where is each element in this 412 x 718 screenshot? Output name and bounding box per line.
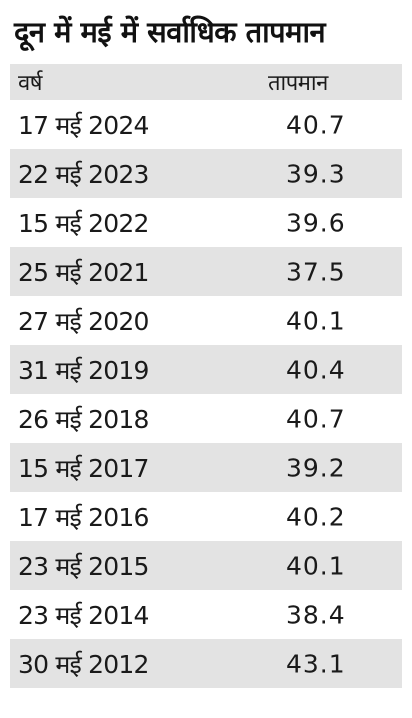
date-cell: 15 मई 2022 [18, 208, 149, 238]
temperature-cell: 40.1 [286, 306, 346, 335]
date-cell: 25 मई 2021 [18, 257, 149, 287]
page-title: दून में मई में सर्वाधिक तापमान [14, 15, 326, 49]
table-row: 30 मई 2012 43.1 [10, 639, 402, 688]
table-row: 27 मई 2020 40.1 [10, 296, 402, 345]
temperature-cell: 39.2 [286, 453, 346, 482]
date-cell: 30 मई 2012 [18, 649, 149, 679]
date-cell: 31 मई 2019 [18, 355, 149, 385]
table-row: 23 मई 2015 40.1 [10, 541, 402, 590]
table-row: 31 मई 2019 40.4 [10, 345, 402, 394]
date-cell: 23 मई 2015 [18, 551, 149, 581]
temperature-table: वर्ष तापमान 17 मई 2024 40.7 22 मई 2023 3… [10, 64, 402, 688]
table-row: 15 मई 2022 39.6 [10, 198, 402, 247]
date-cell: 17 मई 2024 [18, 110, 149, 140]
table-row: 25 मई 2021 37.5 [10, 247, 402, 296]
date-cell: 23 मई 2014 [18, 600, 149, 630]
table-row: 17 मई 2024 40.7 [10, 100, 402, 149]
temperature-cell: 37.5 [286, 257, 346, 286]
temperature-cell: 39.3 [286, 159, 346, 188]
temperature-cell: 40.7 [286, 110, 346, 139]
table-row: 26 मई 2018 40.7 [10, 394, 402, 443]
table-row: 23 मई 2014 38.4 [10, 590, 402, 639]
table-row: 22 मई 2023 39.3 [10, 149, 402, 198]
temperature-cell: 39.6 [286, 208, 346, 237]
temperature-cell: 38.4 [286, 600, 346, 629]
date-cell: 17 मई 2016 [18, 502, 149, 532]
table-row: 17 मई 2016 40.2 [10, 492, 402, 541]
temperature-cell: 40.2 [286, 502, 346, 531]
date-cell: 26 मई 2018 [18, 404, 149, 434]
table-header-row: वर्ष तापमान [10, 64, 402, 100]
temperature-cell: 40.1 [286, 551, 346, 580]
temperature-cell: 40.7 [286, 404, 346, 433]
temperature-cell: 40.4 [286, 355, 346, 384]
temperature-cell: 43.1 [286, 649, 346, 678]
temperature-column-header: तापमान [268, 71, 328, 96]
year-column-header: वर्ष [18, 71, 42, 96]
date-cell: 22 मई 2023 [18, 159, 149, 189]
date-cell: 27 मई 2020 [18, 306, 149, 336]
date-cell: 15 मई 2017 [18, 453, 149, 483]
table-row: 15 मई 2017 39.2 [10, 443, 402, 492]
